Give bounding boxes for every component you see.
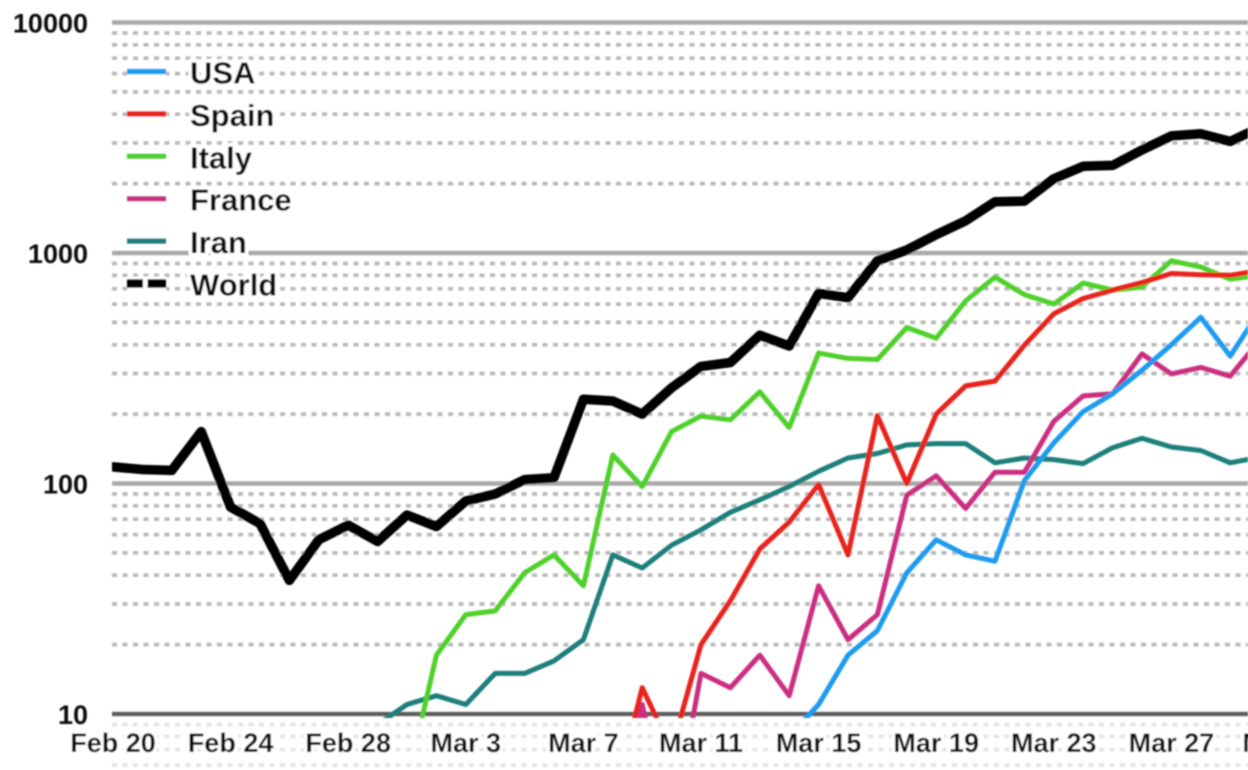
svg-text:10: 10 — [58, 700, 88, 730]
svg-text:Mar 31: Mar 31 — [1243, 728, 1248, 758]
svg-text:Mar 27: Mar 27 — [1129, 728, 1215, 758]
svg-text:Mar 7: Mar 7 — [548, 728, 619, 758]
svg-text:Feb 24: Feb 24 — [188, 728, 274, 758]
svg-text:1000: 1000 — [28, 239, 88, 269]
svg-text:USA: USA — [190, 56, 255, 91]
svg-text:Spain: Spain — [190, 98, 274, 133]
svg-text:Feb 20: Feb 20 — [70, 728, 156, 758]
svg-text:Mar 23: Mar 23 — [1011, 728, 1097, 758]
svg-text:Mar 15: Mar 15 — [776, 728, 862, 758]
svg-text:Mar 19: Mar 19 — [893, 728, 979, 758]
svg-text:Iran: Iran — [190, 225, 247, 260]
svg-text:Feb 28: Feb 28 — [305, 728, 391, 758]
svg-text:100: 100 — [43, 470, 88, 500]
svg-text:10000: 10000 — [13, 9, 88, 39]
svg-text:Mar 3: Mar 3 — [431, 728, 502, 758]
svg-text:World: World — [190, 268, 277, 303]
svg-text:France: France — [190, 183, 292, 218]
svg-text:Italy: Italy — [190, 140, 253, 175]
svg-text:Mar 11: Mar 11 — [659, 728, 743, 758]
